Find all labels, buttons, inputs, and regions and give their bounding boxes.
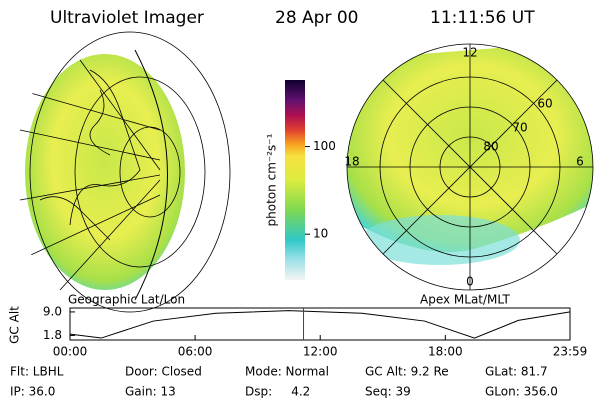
mlt-label: 12 xyxy=(462,46,477,60)
status-field: GLon: 356.0 xyxy=(485,385,558,399)
mlt-label: 0 xyxy=(466,275,474,289)
lat-label: 70 xyxy=(512,121,527,135)
mlt-label: 18 xyxy=(344,155,359,169)
status-field: IP: 36.0 xyxy=(10,385,55,399)
colorbar-tick-label: 100 xyxy=(313,139,336,153)
polar-grid xyxy=(346,43,594,291)
time: 11:11:56 UT xyxy=(430,8,535,28)
colorbar xyxy=(285,80,305,280)
polar-label: Apex MLat/MLT xyxy=(420,293,510,307)
date: 28 Apr 00 xyxy=(275,8,358,28)
colorbar-label: photon cm⁻²s⁻¹ xyxy=(265,133,279,226)
polar-image xyxy=(347,44,593,265)
x-tick-label: 23:59 xyxy=(553,345,588,359)
status-field: Door: Closed xyxy=(125,365,202,379)
x-tick-label: 18:00 xyxy=(428,345,463,359)
status-field: Flt: LBHL xyxy=(10,365,64,379)
status-field: GC Alt: 9.2 Re xyxy=(365,365,449,379)
geo-image xyxy=(19,31,231,313)
status-field: Seq: 39 xyxy=(365,385,411,399)
mlt-label: 6 xyxy=(576,155,584,169)
status-field: GLat: 81.7 xyxy=(485,365,548,379)
lat-label: 60 xyxy=(537,97,552,111)
y-tick-label: 1.8 xyxy=(43,328,62,342)
status-field: Gain: 13 xyxy=(125,385,176,399)
status-field: Dsp: 4.2 xyxy=(245,385,310,399)
colorbar-tick-label: 10 xyxy=(313,227,328,241)
y-axis-label: GC Alt xyxy=(8,306,22,344)
limb xyxy=(134,49,168,301)
x-tick-label: 12:00 xyxy=(303,345,338,359)
title: Ultraviolet Imager xyxy=(50,8,204,28)
x-tick-label: 06:00 xyxy=(178,345,213,359)
y-tick-label: 9.0 xyxy=(43,304,62,318)
altitude-line xyxy=(69,310,571,339)
x-tick-label: 00:00 xyxy=(53,345,88,359)
status-field: Mode: Normal xyxy=(245,365,329,379)
geo-label: Geographic Lat/Lon xyxy=(68,293,185,307)
lat-label: 80 xyxy=(483,140,498,154)
